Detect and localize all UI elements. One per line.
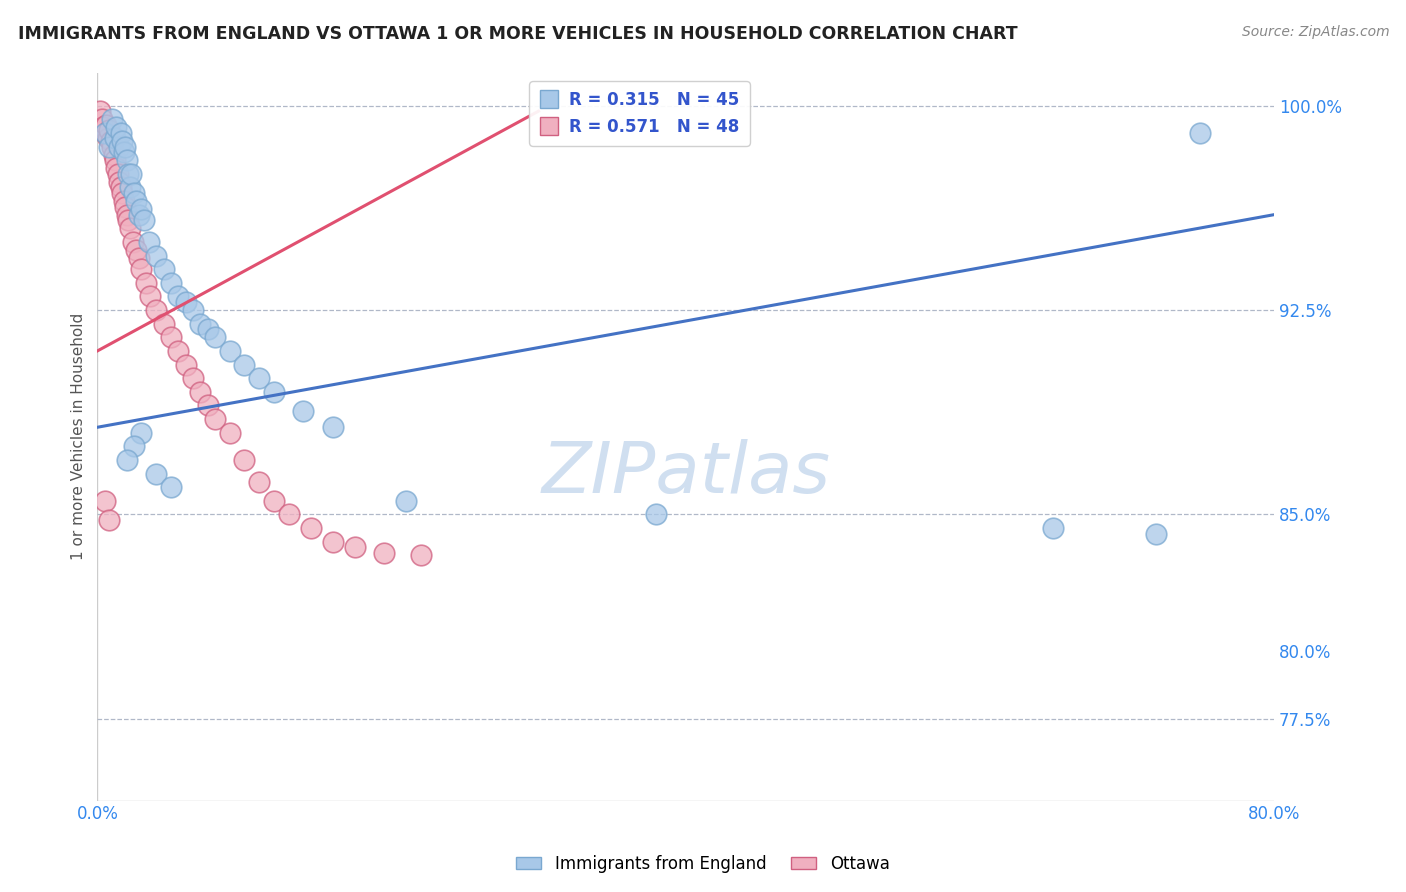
Point — [1042, 521, 1064, 535]
Point — [322, 534, 344, 549]
Point — [167, 289, 190, 303]
Point — [139, 289, 162, 303]
Point — [93, 493, 115, 508]
Legend: Immigrants from England, Ottawa: Immigrants from England, Ottawa — [510, 848, 896, 880]
Point — [122, 439, 145, 453]
Point — [135, 276, 157, 290]
Point — [131, 202, 153, 217]
Point — [98, 513, 121, 527]
Point — [247, 475, 270, 489]
Point — [110, 180, 132, 194]
Point — [124, 243, 146, 257]
Point — [103, 147, 125, 161]
Point — [134, 213, 156, 227]
Point — [89, 104, 111, 119]
Point — [322, 420, 344, 434]
Point — [117, 213, 139, 227]
Point — [96, 118, 118, 132]
Point — [114, 139, 136, 153]
Point — [299, 521, 322, 535]
Point — [233, 453, 256, 467]
Point — [101, 112, 124, 127]
Point — [145, 249, 167, 263]
Point — [373, 546, 395, 560]
Point — [263, 493, 285, 508]
Point — [188, 317, 211, 331]
Point — [181, 371, 204, 385]
Point — [104, 153, 127, 168]
Point — [104, 131, 127, 145]
Point — [115, 208, 138, 222]
Point — [101, 139, 124, 153]
Point — [1144, 526, 1167, 541]
Point — [122, 186, 145, 200]
Point — [167, 343, 190, 358]
Point — [120, 167, 142, 181]
Point — [118, 180, 141, 194]
Point — [93, 126, 115, 140]
Point — [247, 371, 270, 385]
Text: IMMIGRANTS FROM ENGLAND VS OTTAWA 1 OR MORE VEHICLES IN HOUSEHOLD CORRELATION CH: IMMIGRANTS FROM ENGLAND VS OTTAWA 1 OR M… — [18, 25, 1018, 43]
Point — [152, 317, 174, 331]
Point — [112, 145, 135, 159]
Point — [111, 134, 134, 148]
Point — [277, 508, 299, 522]
Point — [108, 175, 131, 189]
Point — [204, 412, 226, 426]
Point — [188, 384, 211, 399]
Point — [292, 404, 315, 418]
Point — [218, 425, 240, 440]
Point — [105, 120, 128, 135]
Point — [218, 343, 240, 358]
Point — [112, 194, 135, 208]
Point — [91, 120, 114, 135]
Point — [114, 200, 136, 214]
Point — [160, 276, 183, 290]
Point — [174, 294, 197, 309]
Point — [115, 153, 138, 168]
Point — [93, 126, 115, 140]
Point — [128, 252, 150, 266]
Point — [645, 508, 668, 522]
Point — [174, 358, 197, 372]
Point — [160, 480, 183, 494]
Point — [409, 549, 432, 563]
Point — [343, 540, 366, 554]
Point — [131, 425, 153, 440]
Point — [118, 221, 141, 235]
Point — [181, 303, 204, 318]
Point — [160, 330, 183, 344]
Y-axis label: 1 or more Vehicles in Household: 1 or more Vehicles in Household — [72, 313, 86, 560]
Text: Source: ZipAtlas.com: Source: ZipAtlas.com — [1241, 25, 1389, 39]
Point — [152, 262, 174, 277]
Point — [90, 112, 112, 127]
Point — [263, 384, 285, 399]
Point — [97, 131, 120, 145]
Point — [128, 208, 150, 222]
Point — [145, 467, 167, 481]
Point — [98, 123, 121, 137]
Point — [1189, 126, 1212, 140]
Point — [197, 322, 219, 336]
Point — [107, 167, 129, 181]
Point — [124, 194, 146, 208]
Point — [108, 139, 131, 153]
Point — [131, 262, 153, 277]
Point — [204, 330, 226, 344]
Point — [395, 493, 418, 508]
Point — [145, 303, 167, 318]
Point — [111, 186, 134, 200]
Point — [98, 139, 121, 153]
Point — [105, 161, 128, 176]
Point — [115, 453, 138, 467]
Point — [110, 126, 132, 140]
Point — [100, 134, 122, 148]
Point — [121, 235, 143, 249]
Point — [138, 235, 160, 249]
Point — [197, 399, 219, 413]
Legend: R = 0.315   N = 45, R = 0.571   N = 48: R = 0.315 N = 45, R = 0.571 N = 48 — [529, 81, 749, 145]
Point — [117, 167, 139, 181]
Text: ZIPatlas: ZIPatlas — [541, 439, 830, 508]
Point — [233, 358, 256, 372]
